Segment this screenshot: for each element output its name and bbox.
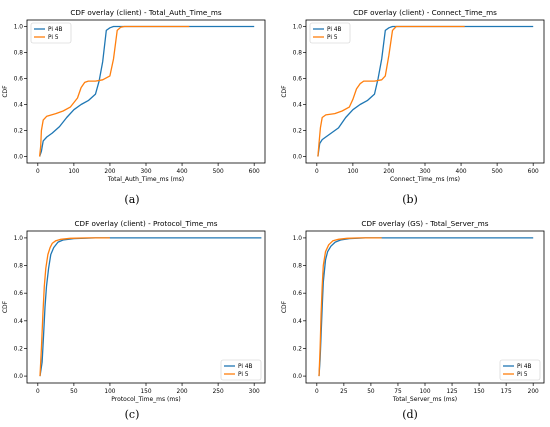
chart-2-plot-area xyxy=(305,19,545,164)
chart-3-title: CDF overlay (client) - Protocol_Time_ms xyxy=(75,219,218,228)
caption-a: (a) xyxy=(124,193,140,206)
chart-1-series-pi5-line xyxy=(38,25,190,157)
chart-3-y-tick-label: 0.4 xyxy=(14,319,24,325)
chart-4-y-tick-label: 0.0 xyxy=(293,374,303,380)
chart-4-x-tick-label: 50 xyxy=(367,389,375,395)
chart-1-x-tick-label: 600 xyxy=(249,169,260,175)
chart-2-y-tick-label: 0.4 xyxy=(293,103,303,109)
chart-4-x-tick-label: 100 xyxy=(419,389,430,395)
chart-1-y-tick-label: 0.4 xyxy=(14,103,24,109)
caption-c: (c) xyxy=(124,408,140,421)
chart-2-y-tick-label: 0.0 xyxy=(293,155,303,161)
caption-b: (b) xyxy=(402,193,418,206)
chart-4-x-tick-label: 200 xyxy=(528,389,539,395)
chart-1-y-tick-label: 1.0 xyxy=(14,25,24,31)
chart-3-x-tick-label: 150 xyxy=(140,389,151,395)
chart-1-x-tick-label: 0 xyxy=(36,169,40,175)
chart-3-legend-label-1: Pi 4B xyxy=(238,364,253,370)
chart-3-x-tick-label: 200 xyxy=(177,389,188,395)
chart-3-y-tick-label: 0.6 xyxy=(14,291,24,297)
chart-4-x-tick-label: 0 xyxy=(315,389,319,395)
chart-2-legend-label-2: Pi 5 xyxy=(327,35,338,41)
chart-4-series-pi5-line xyxy=(318,237,382,377)
chart-1-plot-area xyxy=(26,19,266,164)
chart-3-legend-box xyxy=(220,359,262,381)
chart-1-x-tick-label: 400 xyxy=(177,169,188,175)
chart-2-series-pi4b-line xyxy=(317,25,534,157)
chart-1-legend-label-2: Pi 5 xyxy=(48,35,59,41)
chart-4-x-tick-label: 25 xyxy=(340,389,348,395)
chart-3-x-tick-label: 0 xyxy=(36,389,40,395)
chart-1-y-tick-label: 0.8 xyxy=(14,51,24,57)
chart-4-legend-label-2: Pi 5 xyxy=(517,372,528,378)
chart-4-legend-box xyxy=(499,359,541,381)
chart-2-y-tick-label: 0.2 xyxy=(293,129,303,135)
chart-4-x-tick-label: 150 xyxy=(474,389,485,395)
chart-3-x-axis-label: Protocol_Time_ms (ms) xyxy=(111,396,180,403)
chart-2-x-tick-label: 200 xyxy=(383,169,394,175)
chart-2-legend-box xyxy=(309,22,351,44)
chart-1-title: CDF overlay (client) - Total_Auth_Time_m… xyxy=(70,8,221,17)
chart-2-legend-label-1: Pi 4B xyxy=(327,27,342,33)
chart-4-title: CDF overlay (GS) - Total_Server_ms xyxy=(361,219,488,228)
chart-2-x-axis-label: Connect_Time_ms (ms) xyxy=(390,176,460,183)
chart-2-series-pi5-line xyxy=(317,25,465,157)
chart-2-x-tick-label: 500 xyxy=(492,169,503,175)
chart-3-x-tick-label: 300 xyxy=(249,389,260,395)
chart-1-y-tick-label: 0.6 xyxy=(14,77,24,83)
chart-4-x-tick-label: 125 xyxy=(447,389,458,395)
chart-3-y-axis-label: CDF xyxy=(2,300,9,313)
chart-4-y-tick-label: 0.6 xyxy=(293,291,303,297)
chart-2-title: CDF overlay (client) - Connect_Time_ms xyxy=(353,8,497,17)
chart-2-y-tick-label: 1.0 xyxy=(293,25,303,31)
chart-4-y-tick-label: 0.4 xyxy=(293,319,303,325)
chart-4-y-tick-label: 1.0 xyxy=(293,236,303,242)
chart-1-x-tick-label: 200 xyxy=(104,169,115,175)
chart-3-legend-label-2: Pi 5 xyxy=(238,372,249,378)
chart-1-y-tick-label: 0.0 xyxy=(14,155,24,161)
chart-4-x-tick-label: 75 xyxy=(394,389,402,395)
chart-2-x-tick-label: 100 xyxy=(347,169,358,175)
chart-2-x-tick-label: 0 xyxy=(315,169,319,175)
chart-4-y-tick-label: 0.8 xyxy=(293,264,303,270)
chart-3-x-tick-label: 250 xyxy=(213,389,224,395)
chart-4-legend-label-1: Pi 4B xyxy=(517,364,532,370)
chart-1-y-tick-label: 0.2 xyxy=(14,129,24,135)
chart-1-x-axis-label: Total_Auth_Time_ms (ms) xyxy=(107,176,184,183)
chart-4-y-tick-label: 0.2 xyxy=(293,346,303,352)
chart-1-x-tick-label: 300 xyxy=(140,169,151,175)
chart-1-legend-label-1: Pi 4B xyxy=(48,27,63,33)
chart-3-y-tick-label: 0.2 xyxy=(14,346,24,352)
chart-3-series-pi5-line xyxy=(39,237,110,377)
chart-2-y-tick-label: 0.8 xyxy=(293,51,303,57)
chart-2-y-tick-label: 0.6 xyxy=(293,77,303,83)
chart-2-x-tick-label: 300 xyxy=(419,169,430,175)
chart-3-x-tick-label: 100 xyxy=(104,389,115,395)
chart-3-x-tick-label: 50 xyxy=(70,389,78,395)
chart-1-legend-box xyxy=(30,22,72,44)
chart-1-x-tick-label: 500 xyxy=(213,169,224,175)
chart-4-x-axis-label: Total_Server_ms (ms) xyxy=(392,396,457,403)
chart-2-x-tick-label: 400 xyxy=(456,169,467,175)
chart-1-x-tick-label: 100 xyxy=(68,169,79,175)
chart-1-series-pi4b-line xyxy=(38,25,255,157)
chart-2-x-tick-label: 600 xyxy=(528,169,539,175)
chart-4-plot-area xyxy=(305,230,545,384)
chart-3-plot-area xyxy=(26,230,266,384)
chart-3-y-tick-label: 0.0 xyxy=(14,374,24,380)
chart-4-y-axis-label: CDF xyxy=(281,300,288,313)
chart-4-x-tick-label: 175 xyxy=(501,389,512,395)
chart-2-y-axis-label: CDF xyxy=(281,85,288,98)
chart-3-y-tick-label: 0.8 xyxy=(14,264,24,270)
chart-3-y-tick-label: 1.0 xyxy=(14,236,24,242)
caption-d: (d) xyxy=(402,408,418,421)
chart-1-y-axis-label: CDF xyxy=(2,85,9,98)
